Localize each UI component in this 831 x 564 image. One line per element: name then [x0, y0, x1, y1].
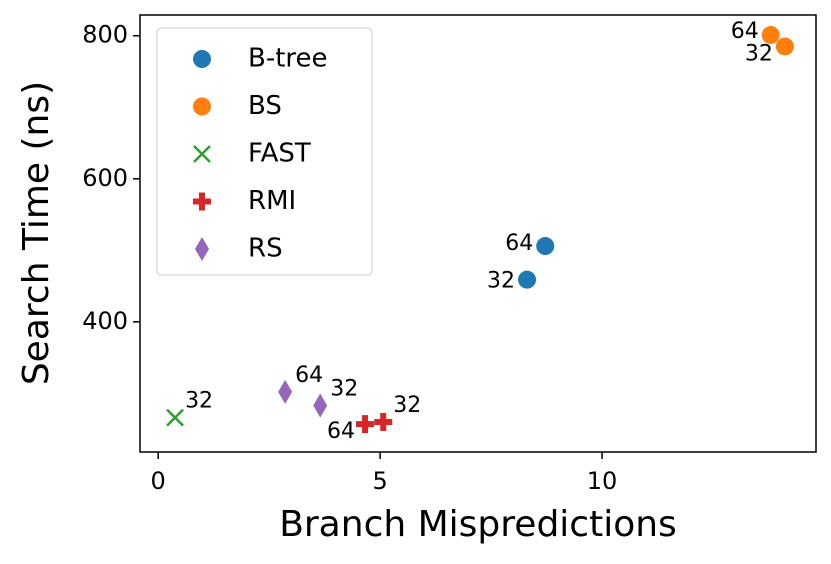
point-label: 32: [330, 377, 358, 402]
point-label: 32: [185, 389, 213, 414]
y-tick-label: 800: [82, 21, 128, 49]
legend-marker: [193, 145, 211, 163]
point: [313, 393, 328, 418]
point-label: 64: [505, 231, 533, 256]
point: [356, 415, 375, 434]
y-axis-label: Search Time (ns): [16, 81, 57, 385]
point: [536, 237, 555, 256]
legend-label: RMI: [248, 186, 296, 216]
legend-marker: [195, 237, 209, 261]
x-tick-label: 5: [372, 467, 387, 495]
point: [374, 412, 393, 431]
point-label: 32: [745, 41, 773, 66]
legend-label: BS: [248, 91, 282, 121]
legend-label: B-tree: [248, 44, 328, 74]
legend-label: RS: [248, 234, 283, 264]
x-tick-label: 10: [587, 467, 618, 495]
point-label: 64: [327, 419, 355, 444]
point-label: 64: [731, 19, 759, 44]
point: [166, 408, 184, 427]
point-label: 64: [295, 363, 323, 388]
point-label: 32: [487, 269, 515, 294]
point-label: 32: [393, 393, 421, 418]
legend-marker: [193, 50, 211, 68]
y-tick-label: 400: [82, 307, 128, 335]
point: [775, 37, 794, 56]
legend-marker: [193, 97, 211, 116]
y-tick-label: 600: [82, 164, 128, 192]
point: [761, 26, 780, 45]
x-axis-label: Branch Mispredictions: [279, 504, 677, 545]
x-tick-label: 0: [151, 467, 166, 495]
legend-label: FAST: [248, 139, 311, 169]
legend-box: [156, 27, 373, 276]
plot-frame: [139, 14, 817, 453]
legend-marker: [193, 192, 211, 211]
point: [278, 379, 293, 404]
point: [518, 270, 537, 289]
